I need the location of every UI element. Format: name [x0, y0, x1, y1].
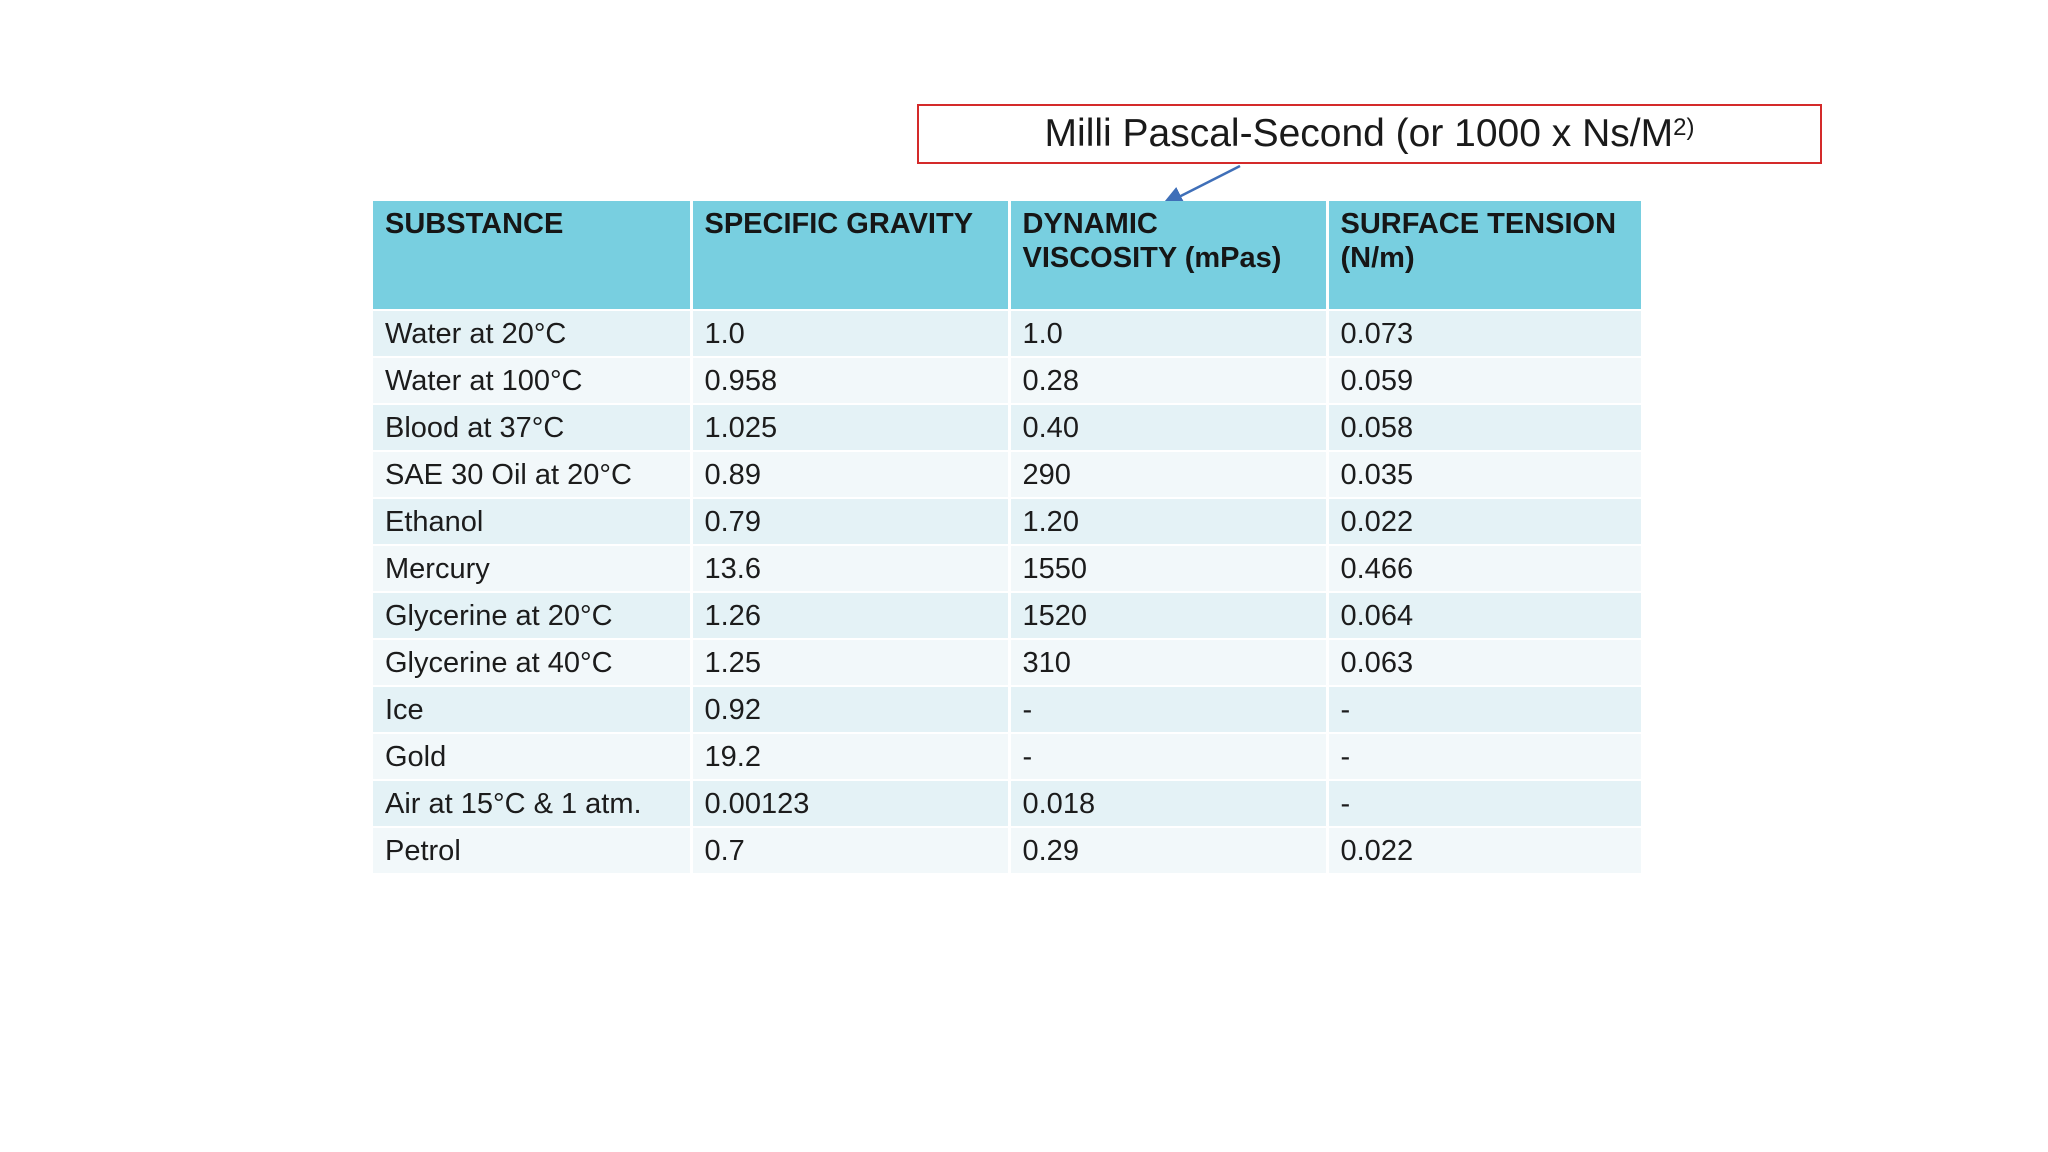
table-header-row: SUBSTANCE SPECIFIC GRAVITY DYNAMIC VISCO… [373, 201, 1641, 310]
specific-gravity-cell: 19.2 [691, 732, 1011, 780]
table-row: Glycerine at 20°C 1.26 1520 0.064 [373, 591, 1641, 639]
substance-cell: Blood at 37°C [373, 403, 693, 451]
substance-cell: Mercury [373, 544, 693, 592]
table-row: Gold 19.2- - [373, 732, 1641, 780]
header-surface-tension: SURFACE TENSION (N/m) [1327, 201, 1641, 310]
dynamic-viscosity-cell: 1.20 [1009, 497, 1329, 545]
surface-tension-cell: 0.063 [1327, 638, 1641, 686]
substance-cell: Petrol [373, 826, 693, 873]
table-row: Mercury 13.6 1550 0.466 [373, 544, 1641, 592]
table-row: SAE 30 Oil at 20°C 0.89 290 0.035 [373, 450, 1641, 498]
specific-gravity-cell: 0.00123 [691, 779, 1011, 827]
surface-tension-cell: 0.064 [1327, 591, 1641, 639]
surface-tension-cell: - [1327, 685, 1641, 733]
surface-tension-cell: - [1327, 732, 1641, 780]
table-row: Air at 15°C & 1 atm. 0.00123 0.018- [373, 779, 1641, 827]
table-row: Blood at 37°C 1.025 0.40 0.058 [373, 403, 1641, 451]
dynamic-viscosity-cell: 0.29 [1009, 826, 1329, 873]
dynamic-viscosity-cell: 0.28 [1009, 356, 1329, 404]
table-row: Petrol 0.7 0.29 0.022 [373, 826, 1641, 873]
properties-table: SUBSTANCE SPECIFIC GRAVITY DYNAMIC VISCO… [373, 201, 1641, 873]
dynamic-viscosity-cell: - [1009, 685, 1329, 733]
surface-tension-cell: 0.059 [1327, 356, 1641, 404]
unit-callout-box: Milli Pascal-Second (or 1000 x Ns/M 2) [917, 104, 1822, 164]
table-row: Ice 0.92- - [373, 685, 1641, 733]
surface-tension-cell: 0.058 [1327, 403, 1641, 451]
specific-gravity-cell: 0.89 [691, 450, 1011, 498]
specific-gravity-cell: 0.79 [691, 497, 1011, 545]
dynamic-viscosity-cell: 290 [1009, 450, 1329, 498]
surface-tension-cell: 0.035 [1327, 450, 1641, 498]
header-specific-gravity: SPECIFIC GRAVITY [691, 201, 1011, 310]
substance-cell: Ethanol [373, 497, 693, 545]
substance-cell: Water at 100°C [373, 356, 693, 404]
surface-tension-cell: 0.022 [1327, 826, 1641, 873]
surface-tension-cell: - [1327, 779, 1641, 827]
dynamic-viscosity-cell: 1.0 [1009, 309, 1329, 357]
specific-gravity-cell: 13.6 [691, 544, 1011, 592]
surface-tension-cell: 0.073 [1327, 309, 1641, 357]
specific-gravity-cell: 0.7 [691, 826, 1011, 873]
table-body: Water at 20°C 1.0 1.0 0.073 Water at 100°C 0.… [373, 309, 1641, 873]
substance-cell: Air at 15°C & 1 atm. [373, 779, 693, 827]
unit-callout-superscript: 2) [1673, 114, 1695, 141]
substance-cell: SAE 30 Oil at 20°C [373, 450, 693, 498]
table-row: Glycerine at 40°C 1.25 310 0.063 [373, 638, 1641, 686]
surface-tension-cell: 0.466 [1327, 544, 1641, 592]
specific-gravity-cell: 1.025 [691, 403, 1011, 451]
dynamic-viscosity-cell: 0.40 [1009, 403, 1329, 451]
unit-callout-text: Milli Pascal-Second (or 1000 x Ns/M [1044, 112, 1674, 155]
specific-gravity-cell: 0.92 [691, 685, 1011, 733]
substance-cell: Water at 20°C [373, 309, 693, 357]
dynamic-viscosity-cell: 1520 [1009, 591, 1329, 639]
substance-cell: Glycerine at 20°C [373, 591, 693, 639]
header-dynamic-viscosity: DYNAMIC VISCOSITY (mPas) [1009, 201, 1329, 310]
specific-gravity-cell: 1.25 [691, 638, 1011, 686]
table-row: Ethanol 0.79 1.20 0.022 [373, 497, 1641, 545]
dynamic-viscosity-cell: 310 [1009, 638, 1329, 686]
surface-tension-cell: 0.022 [1327, 497, 1641, 545]
header-substance: SUBSTANCE [373, 201, 693, 310]
specific-gravity-cell: 1.26 [691, 591, 1011, 639]
specific-gravity-cell: 0.958 [691, 356, 1011, 404]
dynamic-viscosity-cell: 0.018 [1009, 779, 1329, 827]
dynamic-viscosity-cell: 1550 [1009, 544, 1329, 592]
substance-cell: Ice [373, 685, 693, 733]
table-row: Water at 20°C 1.0 1.0 0.073 [373, 309, 1641, 357]
substance-cell: Gold [373, 732, 693, 780]
table-row: Water at 100°C 0.958 0.28 0.059 [373, 356, 1641, 404]
specific-gravity-cell: 1.0 [691, 309, 1011, 357]
dynamic-viscosity-cell: - [1009, 732, 1329, 780]
substance-cell: Glycerine at 40°C [373, 638, 693, 686]
